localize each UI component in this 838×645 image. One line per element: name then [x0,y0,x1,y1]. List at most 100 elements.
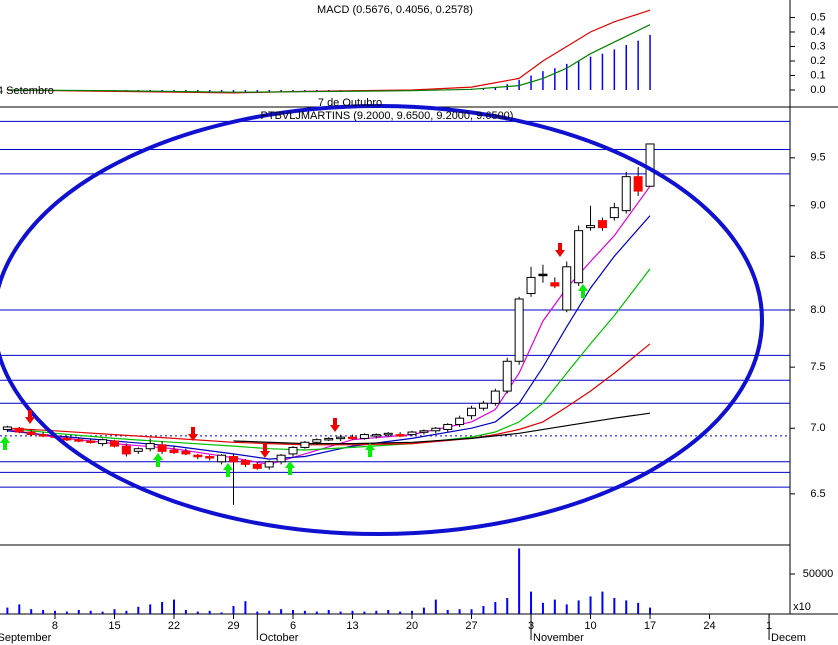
indicator-line [233,412,651,445]
candle-body [383,432,393,436]
candle-body [240,459,250,465]
y-tick-label: 0.5 [810,11,825,23]
buy-arrow [365,443,375,457]
buy-arrow [285,461,295,475]
indicator-line [7,343,651,446]
sell-arrow [260,444,270,458]
candle-body [252,463,262,469]
y-tick-label: 8.0 [810,304,825,316]
y-tick-label: 50000 [803,568,834,580]
indicator-line [7,9,651,94]
buy-arrow [0,436,10,450]
candle-body [514,298,524,362]
buy-arrow [223,463,233,477]
candle-body [431,427,441,432]
candle-body [336,436,346,440]
candle-body [419,430,429,433]
x-tick-label: 27 [465,620,477,632]
candle-body [586,225,596,229]
candle-body [86,440,96,443]
buy-arrow [153,453,163,467]
y-tick-label: 0.4 [810,26,825,38]
x-tick-label: 22 [168,620,180,632]
candle-body [467,407,477,417]
candle-body [621,176,631,212]
candle-body [14,427,24,433]
x-tick-label: 6 [290,620,296,632]
x-tick-label: 8 [52,620,58,632]
candle-body [395,434,405,437]
candle-body [502,360,512,392]
y-tick-label: 0.2 [810,55,825,67]
candle-body [157,444,167,452]
candle-body [633,176,643,192]
sell-arrow [25,410,35,424]
candle-body [562,266,572,311]
candle-body [478,402,488,409]
candle-body [526,276,536,295]
candle-body [300,441,310,448]
candle-body [217,454,227,463]
price-title: PTBVLJMARTINS (9.2000, 9.6500, 9.2000, 9… [261,110,514,122]
candle-body [276,454,286,463]
month-label: November [533,632,584,644]
candle-body [371,434,381,437]
candle-body [109,440,119,447]
candle-body [74,439,84,442]
candle-body [443,423,453,431]
macd-title: MACD (0.5676, 0.4056, 0.2578) [317,4,473,16]
candle-body [38,434,48,437]
candle-body [169,449,179,454]
x-tick-label: 29 [227,620,239,632]
month-label: October [259,632,298,644]
y-tick-label: 9.5 [810,152,825,164]
y-tick-label: 7.0 [810,422,825,434]
plot-layer: 0.0 0.1 0.2 0.3 0.4 0.5 6.5 7.0 7.5 8.0 8.5 9.0 9.5 5… [0,9,834,644]
indicator-line [7,24,651,93]
candle-body [597,220,607,229]
candle-body [645,143,655,187]
candle-body [359,434,369,439]
volume-unit: x10 [793,601,811,613]
x-tick-label: 24 [703,620,715,632]
candle-body [26,431,36,436]
y-tick-label: 8.5 [810,250,825,262]
x-tick-label: 13 [346,620,358,632]
candle-body [229,456,239,463]
sell-arrow [555,243,565,257]
candle-body [574,230,584,284]
annotation: 7 de Outubro [318,97,382,109]
y-tick-label: 6.5 [810,488,825,500]
candle-body [121,445,131,455]
sell-arrow [188,427,198,441]
candle-body [2,426,12,431]
highlight-ellipse [0,104,764,536]
candle-body [609,207,619,219]
candle-body [324,437,334,441]
candle-body [264,461,274,468]
sell-arrow [330,418,340,432]
candle-body [98,439,108,445]
candle-body [538,273,548,277]
candle-body [62,437,72,441]
buy-arrow [578,284,588,298]
candle-body [407,431,417,436]
x-tick-label: 15 [108,620,120,632]
candle-body [490,390,500,404]
y-tick-label: 0.3 [810,40,825,52]
candle-body [193,454,203,458]
month-label: Decem [771,632,806,644]
x-tick-label: 20 [406,620,418,632]
x-tick-label: 17 [644,620,656,632]
candle-body [133,448,143,452]
annotation: 4 Setembro [0,85,54,97]
y-tick-label: 9.0 [810,200,825,212]
y-tick-label: 0.1 [810,69,825,81]
signal-arrows [0,243,588,477]
candle-body [145,443,155,450]
candle-body [288,446,298,455]
x-tick-label: 10 [584,620,596,632]
